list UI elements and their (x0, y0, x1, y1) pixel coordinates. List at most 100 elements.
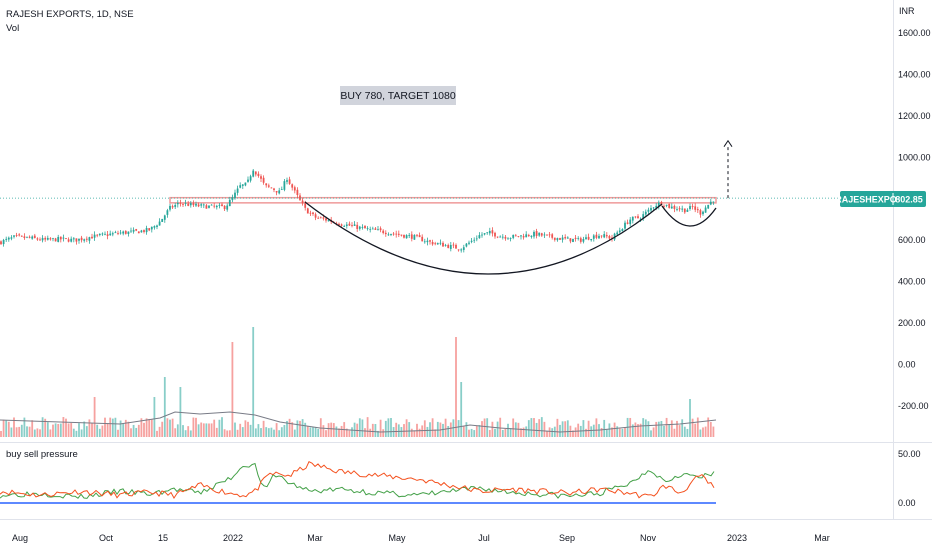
volume-bar (252, 327, 255, 437)
volume-bar (465, 422, 468, 437)
candle-body (244, 182, 247, 186)
candle-body (395, 233, 398, 235)
volume-bar (387, 418, 390, 437)
candle-body (127, 231, 130, 234)
candle-body (689, 206, 691, 210)
volume-bar (114, 417, 117, 437)
volume-bar (470, 428, 473, 437)
volume-bar (548, 427, 551, 437)
candle-body (647, 209, 650, 212)
candle-body (83, 239, 86, 241)
candle-body (338, 223, 340, 226)
target-arrow-head (723, 139, 733, 147)
candle-body (104, 233, 106, 235)
candle-body (501, 236, 504, 238)
candle-body (273, 188, 275, 191)
candle-body (431, 241, 434, 245)
candle-body (650, 208, 652, 211)
resistance-rectangle (169, 196, 717, 204)
volume-bar (551, 428, 554, 437)
time-axis-tick-label: Oct (99, 533, 114, 543)
volume-bar (236, 429, 239, 437)
volume-bar (153, 397, 156, 437)
candle-body (36, 238, 39, 240)
volume-bar (577, 423, 580, 437)
candle-body (423, 241, 426, 243)
volume-bar (330, 422, 333, 437)
volume-bar (7, 421, 10, 437)
volume-bar (564, 421, 567, 437)
candle-body (252, 170, 255, 177)
time-axis-tick-label: Nov (640, 533, 657, 543)
candle-body (546, 234, 548, 236)
volume-bar (338, 428, 340, 437)
candle-body (637, 216, 639, 219)
volume-bar (637, 424, 639, 437)
volume-bar (304, 422, 307, 437)
candle-body (111, 233, 114, 235)
volume-bar (202, 423, 205, 437)
volume-bar (408, 422, 411, 437)
candle-body (475, 238, 478, 240)
candle-body (88, 237, 91, 241)
candle-body (143, 230, 145, 232)
volume-bar (491, 421, 494, 437)
volume-bar (574, 427, 577, 437)
candle-body (93, 234, 96, 238)
volume-bar (41, 417, 44, 437)
candle-body (348, 223, 351, 226)
candle-body (208, 205, 210, 208)
candle-body (267, 185, 270, 187)
candle-body (174, 205, 177, 207)
volume-bar (377, 430, 379, 437)
volume-bar (449, 422, 452, 437)
candle-body (426, 240, 429, 243)
candle-body (306, 208, 309, 214)
volume-bar (475, 425, 478, 437)
trade-annotation[interactable]: BUY 780, TARGET 1080 (340, 86, 456, 105)
volume-bar (468, 429, 470, 437)
candle-body (611, 237, 613, 239)
volume-bar (44, 418, 47, 437)
volume-bar (426, 426, 429, 437)
candle-body (613, 233, 616, 240)
candle-body (317, 217, 320, 219)
volume-bar (33, 429, 36, 437)
candle-body (683, 208, 686, 213)
candle-body (109, 233, 112, 236)
volume-label: Vol (6, 23, 19, 34)
candle-body (457, 249, 460, 251)
candle-body (293, 187, 296, 191)
volume-bar (585, 428, 587, 437)
volume-bar (405, 419, 408, 437)
volume-bar (52, 424, 54, 437)
price-axis-tick-label: 1000.00 (898, 152, 931, 162)
candle-body (434, 243, 437, 245)
volume-bar (93, 397, 96, 437)
volume-bar (322, 425, 325, 437)
candle-body (413, 234, 416, 240)
volume-bar (600, 428, 603, 437)
volume-bar (13, 417, 15, 437)
volume-bar (486, 418, 489, 437)
volume-bar (457, 420, 460, 437)
candle-body (574, 237, 577, 239)
candle-body (18, 234, 21, 236)
volume-bar (239, 423, 242, 437)
price-candles (0, 168, 715, 253)
volume-bar (0, 430, 2, 437)
candle-body (533, 231, 535, 237)
volume-bar (192, 417, 195, 437)
volume-bar (533, 418, 535, 437)
time-axis-tick-label: Aug (12, 533, 28, 543)
volume-bar (455, 337, 457, 437)
candle-body (462, 247, 465, 250)
candle-body (629, 219, 632, 225)
candle-body (366, 228, 369, 230)
volume-bar (702, 427, 704, 437)
volume-bar (488, 429, 491, 437)
volume-bar (431, 418, 434, 437)
candle-body (226, 205, 229, 210)
volume-bar (525, 426, 528, 437)
